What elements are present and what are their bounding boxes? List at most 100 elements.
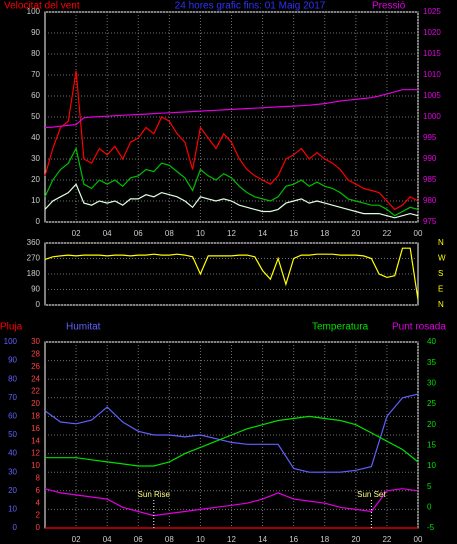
y-tick-label: 10 xyxy=(31,461,40,470)
y-tick-label: 25 xyxy=(427,399,436,408)
annotation: Sun Set xyxy=(357,490,386,499)
y-tick-label: 0 xyxy=(36,523,41,532)
series-line xyxy=(44,488,419,517)
y-tick-label: 1005 xyxy=(423,91,441,100)
y-tick-label: 270 xyxy=(27,254,41,263)
y-tick-label: 22 xyxy=(31,387,40,396)
y-tick-label: -5 xyxy=(427,523,435,532)
y-tick-label: 14 xyxy=(31,436,40,445)
x-tick-label: 16 xyxy=(289,229,298,238)
x-tick-label: 02 xyxy=(72,229,81,238)
y-tick-label: 8 xyxy=(36,474,41,483)
y-tick-label: 40 xyxy=(8,449,17,458)
y-tick-label: 24 xyxy=(31,374,40,383)
y-tick-label: 10 xyxy=(427,461,436,470)
series-label: Punt rosada xyxy=(392,322,446,333)
x-tick-label: 10 xyxy=(196,535,205,544)
x-tick-label: 16 xyxy=(289,535,298,544)
y-tick-label: 20 xyxy=(31,399,40,408)
series-label: Pressió xyxy=(372,1,406,12)
y-tick-label: 70 xyxy=(31,70,40,79)
y-tick-label: 12 xyxy=(31,449,40,458)
series-label: Temperatura xyxy=(312,322,369,333)
y-tick-label: 90 xyxy=(31,28,40,37)
y-tick-label: 6 xyxy=(36,486,41,495)
x-tick-label: 22 xyxy=(382,535,391,544)
chart-title: 24 hores grafic fins: 01 Maig 2017 xyxy=(175,1,326,12)
y-tick-label: 90 xyxy=(8,356,17,365)
series-line xyxy=(44,183,419,219)
x-tick-label: 12 xyxy=(227,535,236,544)
y-tick-label: 995 xyxy=(423,133,437,142)
y-tick-label: 50 xyxy=(8,430,17,439)
y-tick-label: 1015 xyxy=(423,49,441,58)
x-tick-label: 04 xyxy=(103,535,112,544)
x-tick-label: 10 xyxy=(196,229,205,238)
y-tick-label: 16 xyxy=(31,424,40,433)
y-tick-label: 60 xyxy=(31,91,40,100)
series-line xyxy=(44,70,419,211)
y-tick-label: 20 xyxy=(8,486,17,495)
y-tick-label: 975 xyxy=(423,217,437,226)
series-label: Pluja xyxy=(0,322,23,333)
series-line xyxy=(44,247,419,300)
x-tick-label: 02 xyxy=(72,535,81,544)
y-tick-label: S xyxy=(438,269,443,278)
y-tick-label: 0 xyxy=(36,217,41,226)
y-tick-label: E xyxy=(438,285,443,294)
y-tick-label: 1000 xyxy=(423,112,441,121)
y-tick-label: 30 xyxy=(31,337,40,346)
y-tick-label: 60 xyxy=(8,412,17,421)
x-tick-label: 14 xyxy=(258,229,267,238)
y-tick-label: N xyxy=(438,238,444,247)
x-tick-label: 00 xyxy=(414,229,423,238)
y-tick-label: 90 xyxy=(31,285,40,294)
y-tick-label: 10 xyxy=(8,505,17,514)
y-tick-label: 2 xyxy=(36,511,41,520)
y-tick-label: 40 xyxy=(31,133,40,142)
series-line xyxy=(44,146,419,217)
series-label: Velocitat del vent xyxy=(4,1,80,12)
y-tick-label: 35 xyxy=(427,358,436,367)
y-tick-label: 15 xyxy=(427,440,436,449)
x-tick-label: 12 xyxy=(227,229,236,238)
series-line xyxy=(44,393,419,473)
x-tick-label: 06 xyxy=(134,535,143,544)
x-tick-label: 18 xyxy=(320,229,329,238)
y-tick-label: 5 xyxy=(427,482,432,491)
y-tick-label: 28 xyxy=(31,350,40,359)
y-tick-label: 180 xyxy=(27,269,41,278)
y-tick-label: 1010 xyxy=(423,70,441,79)
y-tick-label: 0 xyxy=(427,502,432,511)
y-tick-label: 18 xyxy=(31,412,40,421)
series-label: Humitat xyxy=(66,322,101,333)
y-tick-label: 30 xyxy=(31,154,40,163)
y-tick-label: 50 xyxy=(31,112,40,121)
x-tick-label: 06 xyxy=(134,229,143,238)
y-tick-label: 20 xyxy=(31,175,40,184)
x-tick-label: 00 xyxy=(414,535,423,544)
x-tick-label: 20 xyxy=(351,229,360,238)
y-tick-label: 985 xyxy=(423,175,437,184)
y-tick-label: 26 xyxy=(31,362,40,371)
y-tick-label: 100 xyxy=(4,337,18,346)
x-tick-label: 08 xyxy=(165,535,174,544)
y-tick-label: 0 xyxy=(36,300,41,309)
y-tick-label: 40 xyxy=(427,337,436,346)
x-tick-label: 08 xyxy=(165,229,174,238)
x-tick-label: 18 xyxy=(320,535,329,544)
x-tick-label: 20 xyxy=(351,535,360,544)
y-tick-label: 10 xyxy=(31,196,40,205)
y-tick-label: 360 xyxy=(27,238,41,247)
y-tick-label: 30 xyxy=(8,467,17,476)
y-tick-label: 0 xyxy=(13,523,18,532)
y-tick-label: 80 xyxy=(8,374,17,383)
y-tick-label: 4 xyxy=(36,498,41,507)
series-line xyxy=(44,89,418,129)
y-tick-label: 980 xyxy=(423,196,437,205)
y-tick-label: 1020 xyxy=(423,28,441,37)
x-tick-label: 22 xyxy=(382,229,391,238)
annotation: Sun Rise xyxy=(138,490,171,499)
